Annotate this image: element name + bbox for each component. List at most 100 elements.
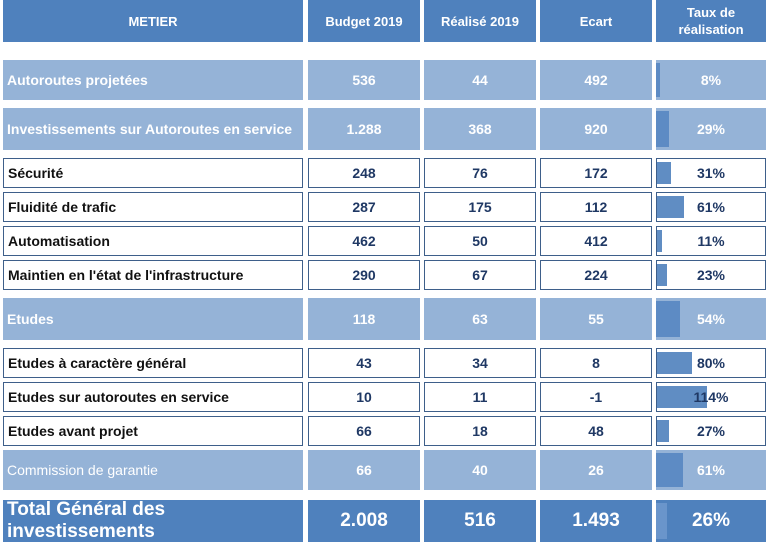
realise-cell: 18: [424, 416, 536, 446]
table-row: Etudes à caractère général 43 34 8 80%: [0, 348, 768, 378]
taux-data-bar: [656, 453, 683, 487]
taux-cell: 29%: [656, 108, 766, 150]
taux-data-bar: [656, 503, 668, 539]
ecart-cell: 920: [540, 108, 652, 150]
budget-cell: 462: [308, 226, 420, 256]
taux-value: 61%: [696, 462, 726, 478]
row-label: Fluidité de trafic: [3, 192, 303, 222]
row-label: Automatisation: [3, 226, 303, 256]
header-budget: Budget 2019: [308, 0, 420, 42]
table-row: Automatisation 462 50 412 11%: [0, 226, 768, 256]
taux-data-bar: [657, 230, 662, 252]
row-label: Maintien en l'état de l'infrastructure: [3, 260, 303, 290]
taux-cell: 31%: [656, 158, 766, 188]
taux-data-bar: [657, 196, 684, 218]
ecart-cell: 1.493: [540, 500, 652, 542]
row-label: Etudes avant projet: [3, 416, 303, 446]
budget-cell: 66: [308, 450, 420, 490]
table-row: Sécurité 248 76 172 31%: [0, 158, 768, 188]
budget-cell: 66: [308, 416, 420, 446]
budget-cell: 248: [308, 158, 420, 188]
taux-cell: 54%: [656, 298, 766, 340]
table-row: Fluidité de trafic 287 175 112 61%: [0, 192, 768, 222]
row-label: Total Général des investissements: [3, 500, 303, 542]
realise-cell: 11: [424, 382, 536, 412]
ecart-cell: 26: [540, 450, 652, 490]
taux-data-bar: [657, 386, 708, 408]
row-label: Etudes: [3, 298, 303, 340]
ecart-cell: 412: [540, 226, 652, 256]
table-row: Etudes sur autoroutes en service 10 11 -1 11…: [0, 382, 768, 412]
realise-cell: 516: [424, 500, 536, 542]
realise-cell: 368: [424, 108, 536, 150]
taux-cell: 61%: [656, 192, 766, 222]
taux-cell: 8%: [656, 60, 766, 100]
budget-cell: 10: [308, 382, 420, 412]
budget-cell: 536: [308, 60, 420, 100]
table-row: Etudes avant projet 66 18 48 27%: [0, 416, 768, 446]
row-label: Sécurité: [3, 158, 303, 188]
realise-cell: 50: [424, 226, 536, 256]
taux-value: 11%: [697, 233, 725, 249]
taux-data-bar: [656, 111, 669, 147]
taux-value: 27%: [696, 423, 726, 439]
table-row: Etudes 118 63 55 54%: [0, 298, 768, 340]
taux-value: 54%: [696, 311, 726, 327]
taux-cell: 80%: [656, 348, 766, 378]
ecart-cell: 172: [540, 158, 652, 188]
taux-cell: 27%: [656, 416, 766, 446]
header-metier: METIER: [3, 0, 303, 42]
realise-cell: 67: [424, 260, 536, 290]
ecart-cell: 492: [540, 60, 652, 100]
ecart-cell: -1: [540, 382, 652, 412]
realise-cell: 175: [424, 192, 536, 222]
table-row: Autoroutes projetées 536 44 492 8%: [0, 60, 768, 100]
taux-value: 29%: [696, 121, 726, 137]
budget-cell: 43: [308, 348, 420, 378]
taux-cell: 114%: [656, 382, 766, 412]
taux-value: 114%: [693, 389, 729, 405]
ecart-cell: 224: [540, 260, 652, 290]
taux-cell: 23%: [656, 260, 766, 290]
realise-cell: 63: [424, 298, 536, 340]
budget-cell: 287: [308, 192, 420, 222]
budget-cell: 1.288: [308, 108, 420, 150]
taux-data-bar: [656, 301, 680, 337]
taux-data-bar: [657, 420, 669, 442]
table-row: Investissements sur Autoroutes en servic…: [0, 108, 768, 150]
table-header: METIER Budget 2019 Réalisé 2019 Ecart Ta…: [0, 0, 768, 42]
table-row: Commission de garantie 66 40 26 61%: [0, 450, 768, 490]
taux-value: 31%: [696, 165, 726, 181]
taux-data-bar: [657, 352, 693, 374]
realise-cell: 76: [424, 158, 536, 188]
taux-value: 61%: [696, 199, 726, 215]
table-row: Total Général des investissements 2.008 51…: [0, 500, 768, 542]
header-realise: Réalisé 2019: [424, 0, 536, 42]
table-row: Maintien en l'état de l'infrastructure 29…: [0, 260, 768, 290]
header-taux: Taux de réalisation: [656, 0, 766, 42]
taux-value: 23%: [696, 267, 726, 283]
row-label: Etudes à caractère général: [3, 348, 303, 378]
taux-cell: 11%: [656, 226, 766, 256]
budget-cell: 290: [308, 260, 420, 290]
taux-cell: 26%: [656, 500, 766, 542]
taux-data-bar: [656, 63, 660, 97]
row-label: Etudes sur autoroutes en service: [3, 382, 303, 412]
row-label: Commission de garantie: [3, 450, 303, 490]
budget-cell: 2.008: [308, 500, 420, 542]
taux-value: 80%: [696, 355, 726, 371]
realise-cell: 34: [424, 348, 536, 378]
row-label: Autoroutes projetées: [3, 60, 303, 100]
ecart-cell: 112: [540, 192, 652, 222]
taux-data-bar: [657, 162, 671, 184]
realise-cell: 44: [424, 60, 536, 100]
taux-cell: 61%: [656, 450, 766, 490]
row-label: Investissements sur Autoroutes en servic…: [3, 108, 303, 150]
header-ecart: Ecart: [540, 0, 652, 42]
ecart-cell: 8: [540, 348, 652, 378]
ecart-cell: 48: [540, 416, 652, 446]
taux-data-bar: [657, 264, 668, 286]
budget-cell: 118: [308, 298, 420, 340]
taux-value: 8%: [700, 72, 722, 88]
realise-cell: 40: [424, 450, 536, 490]
